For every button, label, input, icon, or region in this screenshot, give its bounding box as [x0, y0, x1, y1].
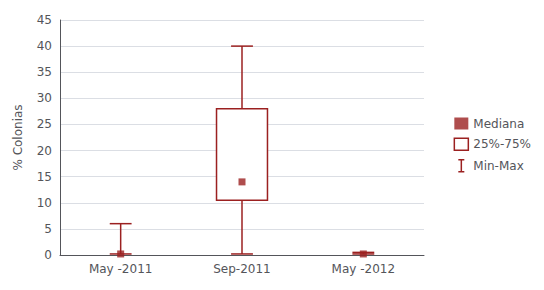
svg-text:Sep-2011: Sep-2011: [213, 262, 271, 276]
svg-text:35: 35: [37, 65, 52, 79]
svg-text:40: 40: [37, 39, 52, 53]
svg-text:Min-Max: Min-Max: [473, 159, 523, 173]
svg-text:25%-75%: 25%-75%: [473, 137, 531, 151]
svg-text:% Colonias: % Colonias: [11, 104, 25, 170]
svg-text:10: 10: [37, 196, 52, 210]
svg-text:20: 20: [37, 144, 52, 158]
svg-text:30: 30: [37, 91, 52, 105]
svg-text:0: 0: [44, 248, 52, 262]
svg-text:Mediana: Mediana: [473, 117, 524, 131]
svg-text:45: 45: [37, 13, 52, 27]
svg-text:15: 15: [37, 170, 52, 184]
svg-text:May -2012: May -2012: [332, 262, 396, 276]
svg-text:May -2011: May -2011: [89, 262, 153, 276]
svg-text:25: 25: [37, 117, 52, 131]
svg-text:5: 5: [44, 222, 52, 236]
